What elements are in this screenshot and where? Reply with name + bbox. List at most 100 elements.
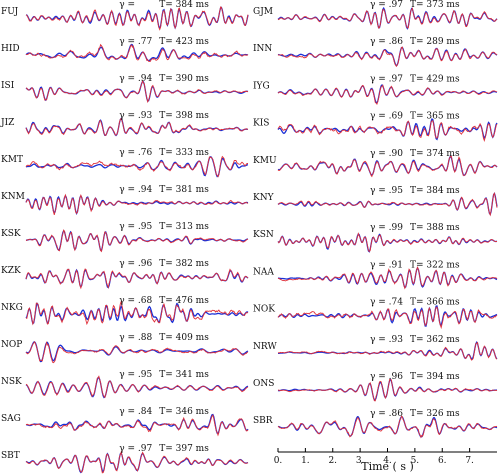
period-value-nok: T= 366 ms [410,298,460,308]
gamma-value-kis: γ = .69 [370,112,403,122]
period-value-kmu: T= 374 ms [410,149,460,159]
station-label-sbr: SBR [253,416,273,426]
period-value-gjm: T= 373 ms [410,0,460,10]
synthetic-trace-ksn [277,232,498,253]
synthetic-trace-kmu [277,155,498,178]
synthetic-trace-nkg [25,300,249,326]
synthetic-trace-kny [277,192,498,217]
observed-trace-sbr [277,415,498,438]
gamma-value-sbt: γ = .97 [119,444,152,454]
period-value-ons: T= 394 ms [410,372,460,382]
station-label-naa: NAA [253,267,274,277]
gamma-value-kzk: γ = .96 [119,259,152,269]
station-label-kzk: KZK [1,266,21,276]
station-label-jiz: JIZ [0,118,14,128]
synthetic-trace-knm [25,193,249,215]
synthetic-trace-sag [25,414,249,437]
period-value-kis: T= 365 ms [410,112,460,122]
station-label-sag: SAG [1,414,21,424]
synthetic-trace-sbt [25,450,249,474]
gamma-value-naa: γ = .91 [370,260,403,270]
x-tick-label: 4. [383,456,392,466]
synthetic-trace-isi [25,79,249,104]
station-label-ons: ONS [253,379,274,389]
synthetic-trace-gjm [277,7,498,29]
gamma-value-ksn: γ = .99 [370,223,403,233]
period-value-nop: T= 409 ms [159,333,209,343]
gamma-value-ksk: γ = .95 [119,222,152,232]
period-value-knm: T= 381 ms [159,185,209,195]
station-label-ksn: KSN [253,230,274,240]
period-value-hid: T= 423 ms [159,37,209,47]
period-value-nrw: T= 362 ms [410,335,460,345]
synthetic-trace-nop [25,341,249,364]
label-layer: FUJ γ = T= 384 ms HID γ = .77 T= 423 ms ISI γ … [0,0,460,461]
station-label-iyg: IYG [253,81,270,91]
period-value-kmt: T= 333 ms [159,148,209,158]
gamma-value-sbr: γ = .86 [370,409,403,419]
gamma-value-sag: γ = .84 [119,407,152,417]
period-value-kzk: T= 382 ms [159,259,209,269]
gamma-value-inn: γ = .86 [370,37,403,47]
x-tick-label: 6. [438,456,447,466]
period-value-fuj: T= 384 ms [159,0,209,10]
period-value-inn: T= 289 ms [410,37,460,47]
station-label-hid: HID [1,44,20,54]
period-value-nkg: T= 476 ms [159,296,209,306]
station-label-kmu: KMU [253,156,277,166]
period-value-isi: T= 390 ms [159,74,209,84]
gamma-value-knm: γ = .94 [119,185,152,195]
station-label-knm: KNM [1,192,25,202]
x-tick-label: 1. [301,456,310,466]
gamma-value-kny: γ = .95 [370,186,403,196]
synthetic-trace-ons [277,378,498,402]
station-label-kmt: KMT [1,155,23,165]
x-tick-label: 3. [356,456,365,466]
period-value-sag: T= 346 ms [159,407,209,417]
time-axis-label: Time ( s ) [361,460,414,473]
period-value-naa: T= 322 ms [410,260,460,270]
observed-trace-inn [277,46,498,67]
station-label-fuj: FUJ [1,7,19,17]
period-value-jiz: T= 398 ms [159,111,209,121]
time-axis-ticks: 0. 1. 2. 3. 4. 5. 6. 7. [274,448,474,466]
synthetic-trace-iyg [277,84,498,106]
gamma-value-nok: γ = .74 [370,298,403,308]
synthetic-trace-naa [277,266,498,290]
synthetic-trace-kis [277,120,498,143]
period-value-sbr: T= 326 ms [410,409,460,419]
gamma-value-nsk: γ = .95 [119,370,152,380]
station-label-kny: KNY [253,193,275,203]
synthetic-trace-kzk [25,268,249,290]
gamma-value-hid: γ = .77 [119,37,152,47]
station-label-gjm: GJM [253,7,273,17]
synthetic-trace-nrw [277,341,498,361]
period-value-ksk: T= 313 ms [159,222,209,232]
observed-trace-fuj [25,6,249,30]
synthetic-trace-nsk [25,375,249,399]
observed-trace-kis [277,118,498,141]
observed-trace-hid [25,43,249,62]
station-label-sbt: SBT [1,451,20,461]
gamma-value-iyg: γ = .97 [370,74,403,84]
period-value-ksn: T= 388 ms [410,223,460,233]
synthetic-trace-hid [25,43,249,62]
gamma-value-nrw: γ = .93 [370,335,403,345]
x-tick-label: 2. [328,456,337,466]
gamma-value-jiz: γ = .93 [119,111,152,121]
station-label-nsk: NSK [1,377,22,387]
x-tick-label: 0. [274,456,283,466]
station-label-nop: NOP [1,340,22,350]
gamma-value-nop: γ = .88 [119,333,152,343]
gamma-value-nkg: γ = .68 [119,296,152,306]
station-label-isi: ISI [1,81,15,91]
station-label-nrw: NRW [253,342,277,352]
gamma-value-kmt: γ = .76 [119,148,152,158]
observed-trace-nkg [25,302,249,325]
synthetic-trace-inn [277,46,498,68]
period-value-nsk: T= 341 ms [159,370,209,380]
synthetic-trace-sbr [277,415,498,439]
gamma-value-kmu: γ = .90 [370,149,403,159]
